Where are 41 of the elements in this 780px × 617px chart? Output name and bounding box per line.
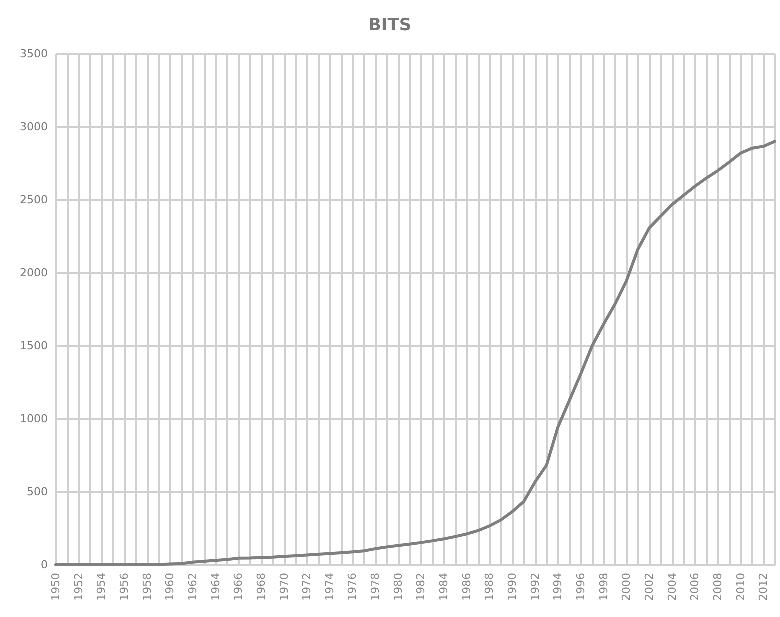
x-tick-label: 1996	[574, 573, 588, 601]
x-tick-label: 1974	[323, 573, 336, 601]
x-tick-label: 1976	[346, 573, 360, 601]
x-tick-label: 1954	[95, 573, 108, 601]
y-tick-label: 3000	[20, 120, 48, 134]
y-tick-label: 1000	[20, 412, 48, 426]
x-tick-label: 1964	[209, 573, 222, 601]
x-tick-label: 1950	[50, 573, 62, 601]
x-tick-label: 1982	[414, 573, 428, 601]
x-tick-label: 1998	[597, 573, 610, 601]
x-tick-label: 2006	[688, 573, 702, 601]
x-tick-label: 1968	[254, 573, 268, 601]
x-tick-label: 1988	[483, 573, 496, 601]
y-tick-label: 500	[27, 486, 48, 498]
x-tick-label: 1966	[232, 573, 246, 601]
chart-title: BITS	[368, 16, 412, 36]
y-tick-label: 1500	[20, 340, 48, 352]
x-tick-label: 1978	[369, 573, 382, 601]
x-tick-label: 1992	[528, 573, 542, 601]
x-tick-label: 1960	[164, 573, 177, 601]
x-tick-label: 1956	[118, 573, 131, 601]
x-tick-label: 1986	[460, 573, 474, 601]
x-tick-label: 1972	[300, 573, 314, 601]
x-tick-label: 2002	[642, 573, 656, 601]
x-tick-label: 1962	[186, 573, 200, 601]
x-tick-label: 2000	[620, 573, 634, 601]
y-tick-label: 0	[41, 558, 48, 572]
y-tick-label: 2000	[20, 266, 48, 280]
x-tick-label: 1970	[278, 573, 291, 601]
x-tick-label: 1980	[392, 573, 405, 601]
y-tick-label: 3500	[20, 48, 48, 60]
x-tick-label: 1958	[140, 573, 154, 601]
x-tick-label: 1990	[506, 573, 520, 601]
x-tick-label: 1984	[438, 573, 451, 601]
x-tick-label: 2008	[711, 573, 724, 601]
x-tick-label: 2004	[666, 573, 679, 601]
x-tick-label: 1952	[72, 573, 86, 601]
y-tick-label: 2500	[20, 194, 48, 206]
x-tick-label: 1994	[552, 573, 565, 601]
x-tick-label: 2012	[757, 573, 770, 601]
x-tick-label: 2010	[734, 573, 748, 601]
